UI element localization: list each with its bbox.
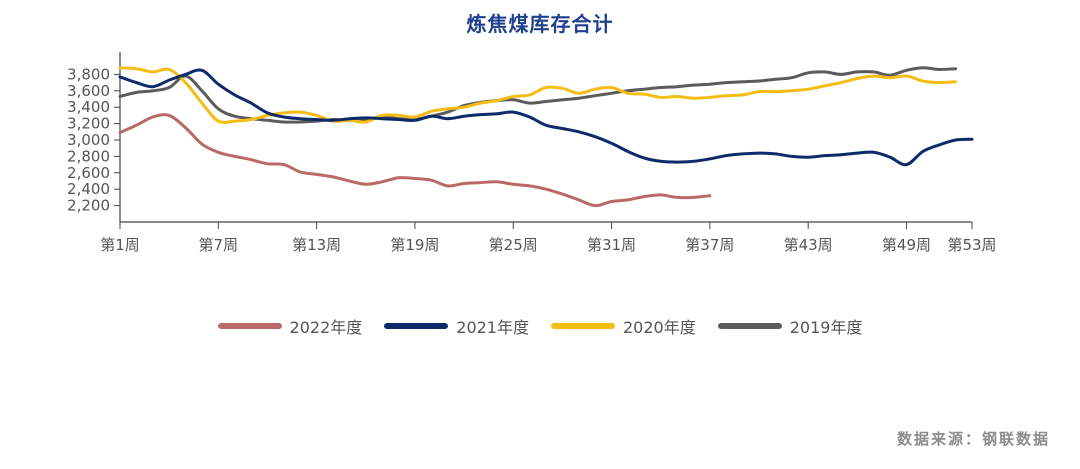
series-layer [118, 66, 974, 208]
y-tick-label: 3,800 [67, 65, 110, 83]
x-tick-label: 第1周 [100, 236, 140, 254]
y-tick-label: 2,400 [67, 180, 110, 198]
x-tick-label: 第49周 [882, 236, 931, 254]
series-line-2022年度 [118, 113, 712, 208]
x-tick-label: 第7周 [199, 236, 239, 254]
legend-label: 2020年度 [623, 318, 696, 337]
series-line-2021年度 [118, 68, 974, 167]
legend-label: 2019年度 [789, 318, 863, 337]
x-tick-label: 第43周 [784, 236, 833, 254]
y-tick-label: 3,200 [67, 115, 110, 133]
legend: 2022年度 2021年度 2020年度 2019年度 [0, 314, 1080, 338]
x-tick-label: 第19周 [390, 236, 439, 254]
x-tick-label: 第25周 [489, 236, 538, 254]
y-tick-label: 2,200 [67, 197, 110, 215]
y-tick-label: 2,600 [67, 164, 110, 182]
legend-item: 2020年度 [551, 314, 696, 338]
line-chart: 2,2002,4002,6002,8003,0003,2003,4003,600… [67, 52, 997, 254]
legend-swatch [384, 323, 449, 329]
axes: 2,2002,4002,6002,8003,0003,2003,4003,600… [67, 52, 997, 254]
legend-swatch [717, 323, 782, 329]
source-note: 数据来源：钢联数据 [896, 430, 1050, 448]
y-tick-label: 2,800 [67, 147, 110, 165]
legend-swatch [551, 323, 615, 329]
legend-label: 2022年度 [289, 318, 363, 337]
series-line-2019年度 [118, 66, 958, 124]
x-tick-label: 第13周 [292, 236, 341, 254]
legend-label: 2021年度 [456, 318, 529, 337]
legend-item: 2021年度 [384, 314, 529, 338]
y-tick-label: 3,400 [67, 98, 110, 116]
chart-title: 炼焦煤库存合计 [466, 12, 614, 36]
legend-item: 2019年度 [717, 314, 863, 338]
x-tick-label: 第37周 [685, 236, 734, 254]
y-tick-label: 3,000 [67, 131, 110, 149]
y-tick-label: 3,600 [67, 82, 110, 100]
x-tick-label: 第53周 [947, 236, 996, 254]
legend-item: 2022年度 [217, 314, 363, 338]
x-tick-label: 第31周 [587, 236, 636, 254]
legend-swatch [217, 323, 282, 329]
series-line-2020年度 [118, 66, 958, 124]
